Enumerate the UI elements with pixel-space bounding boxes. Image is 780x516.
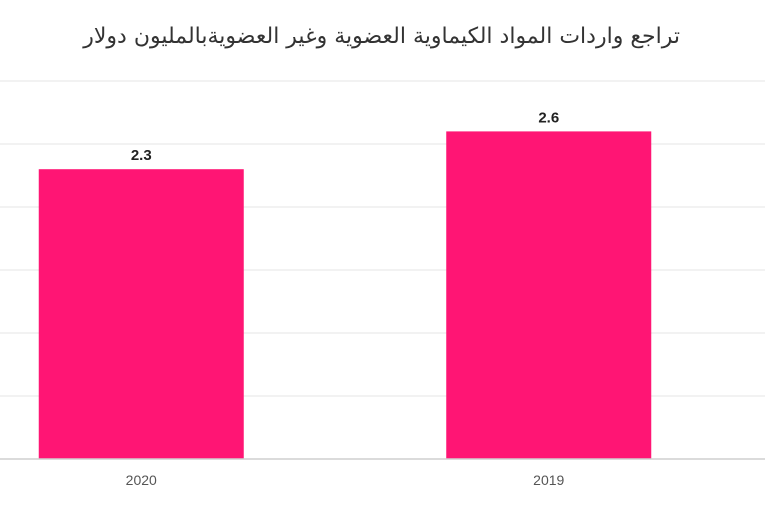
data-label-2019: 2.6 (538, 109, 559, 126)
data-label-2020: 2.3 (131, 147, 152, 164)
x-tick-label-2020: 2020 (126, 472, 157, 488)
x-tick-label-2019: 2019 (533, 472, 564, 488)
data-labels: 2.3 2.6 (131, 109, 559, 164)
chart-title: تراجع واردات المواد الكيماوية العضوية وغ… (83, 24, 680, 49)
x-tick-labels: 2020 2019 (126, 472, 565, 488)
bars (38, 131, 652, 459)
bar-2020 (38, 169, 244, 459)
bar-2019 (446, 131, 652, 459)
